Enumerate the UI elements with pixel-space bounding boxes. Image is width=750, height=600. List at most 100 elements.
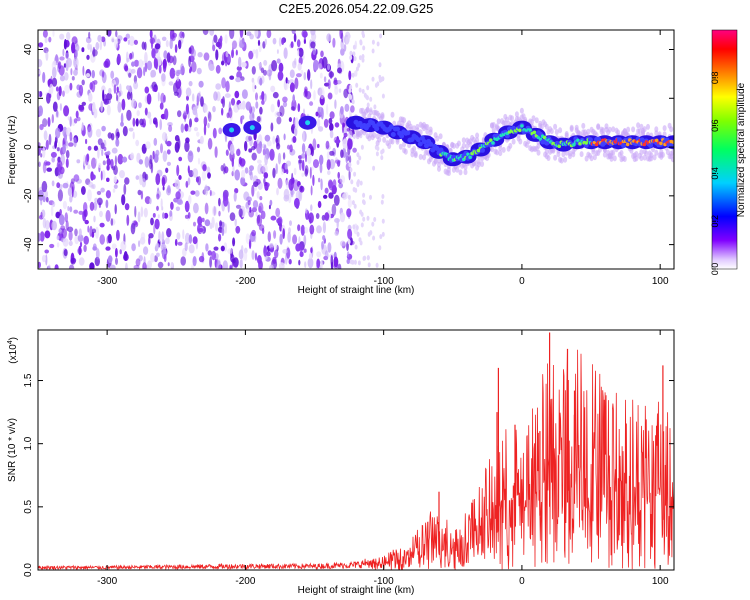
noise-cell <box>188 195 192 205</box>
noise-cell <box>167 122 173 127</box>
ridge-halo <box>563 156 568 163</box>
noise-cell <box>47 117 51 127</box>
noise-cell <box>303 108 305 115</box>
noise-cell <box>71 76 75 81</box>
noise-cell <box>263 172 269 179</box>
noise-cell <box>78 228 82 237</box>
noise-cell <box>241 89 248 99</box>
noise-cell <box>288 178 294 191</box>
ridge-halo <box>662 125 667 132</box>
noise-cell <box>149 117 152 125</box>
noise-cell <box>49 93 52 99</box>
ridge-halo <box>670 149 674 156</box>
x-tick-label: 100 <box>652 276 669 287</box>
noise-cell <box>101 125 106 132</box>
colorbar-tick-label: 0.6 <box>710 119 720 132</box>
noise-cell <box>174 44 178 53</box>
noise-cell <box>141 41 146 50</box>
noise-cell <box>362 216 366 222</box>
noise-cell <box>83 209 88 218</box>
noise-cell <box>211 216 215 228</box>
noise-cell <box>163 212 169 219</box>
noise-cell <box>170 261 174 268</box>
noise-cell <box>342 138 349 149</box>
noise-cell <box>280 168 285 175</box>
noise-cell <box>107 132 113 139</box>
ridge-halo <box>571 151 576 158</box>
colorbar-tick-label: 0.4 <box>710 167 720 180</box>
noise-cell <box>107 255 113 264</box>
noise-cell <box>132 131 135 140</box>
noise-cell <box>347 239 351 245</box>
noise-cell <box>309 101 314 106</box>
noise-cell <box>317 117 321 129</box>
noise-cell <box>313 59 319 71</box>
noise-cell <box>101 149 104 157</box>
noise-cell <box>371 76 375 82</box>
noise-cell <box>348 162 352 168</box>
noise-cell <box>115 128 120 140</box>
noise-cell <box>277 70 284 81</box>
noise-cell <box>215 222 219 232</box>
noise-cell <box>167 262 170 267</box>
noise-cell <box>38 232 41 242</box>
ridge-halo <box>634 155 639 162</box>
noise-cell <box>307 69 311 81</box>
noise-cell <box>176 232 181 240</box>
noise-cell <box>155 149 160 157</box>
noise-cell <box>233 191 237 202</box>
noise-cell <box>347 198 353 208</box>
noise-cell <box>43 130 48 141</box>
noise-cell <box>340 149 344 158</box>
noise-cell <box>59 33 65 40</box>
ridge-halo <box>402 141 407 148</box>
noise-cell <box>327 170 331 176</box>
x-tick-label: -100 <box>374 576 394 587</box>
ridge-halo <box>553 154 558 161</box>
noise-cell <box>349 167 353 173</box>
noise-cell <box>328 71 334 78</box>
noise-cell <box>254 252 258 261</box>
noise-cell <box>133 59 140 67</box>
colorbar-tick-label: 0.2 <box>710 215 720 228</box>
noise-cell <box>213 91 218 101</box>
ridge-halo <box>514 111 519 118</box>
noise-cell <box>179 31 184 39</box>
noise-cell <box>320 259 323 269</box>
noise-cell <box>154 43 161 50</box>
ridge-halo <box>387 143 392 149</box>
noise-cell <box>163 253 167 263</box>
noise-cell <box>173 91 179 97</box>
noise-cell <box>148 233 154 239</box>
noise-cell <box>117 101 122 113</box>
ridge-halo <box>390 111 395 118</box>
noise-cell <box>177 138 181 150</box>
noise-cell <box>335 159 341 164</box>
noise-cell <box>352 51 356 57</box>
noise-cell <box>160 198 163 209</box>
ridge-halo <box>413 150 418 157</box>
noise-cell <box>282 152 286 160</box>
ridge-halo <box>518 138 523 145</box>
noise-cell <box>273 230 277 239</box>
noise-cell <box>89 201 95 211</box>
ridge-peak <box>659 141 663 146</box>
noise-cell <box>337 79 342 85</box>
noise-cell <box>38 70 41 75</box>
noise-cell <box>87 43 91 50</box>
noise-cell <box>39 124 44 131</box>
ridge-peak <box>518 128 522 133</box>
noise-cell <box>238 56 242 68</box>
noise-cell <box>121 194 126 206</box>
ridge-halo <box>564 132 569 139</box>
noise-cell <box>92 49 98 57</box>
noise-cell <box>218 210 221 217</box>
noise-cell <box>49 243 55 249</box>
noise-cell <box>76 159 81 164</box>
noise-cell <box>123 183 127 196</box>
noise-cell <box>305 91 312 100</box>
noise-cell <box>270 215 277 221</box>
noise-cell <box>259 141 262 149</box>
noise-cell <box>276 116 282 125</box>
